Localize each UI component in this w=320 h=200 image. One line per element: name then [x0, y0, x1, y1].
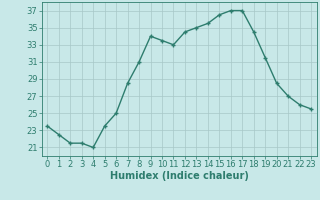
X-axis label: Humidex (Indice chaleur): Humidex (Indice chaleur) [110, 171, 249, 181]
